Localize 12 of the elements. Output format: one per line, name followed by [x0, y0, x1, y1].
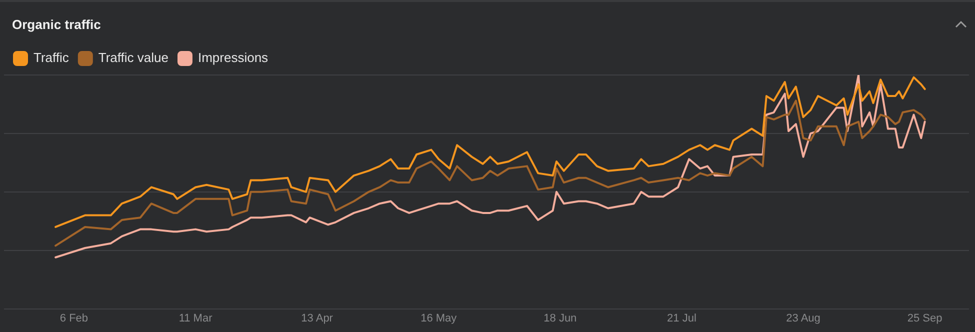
x-tick-label: 21 Jul: [667, 312, 696, 324]
legend-label: Impressions: [198, 50, 269, 66]
x-tick-label: 13 Apr: [301, 312, 334, 324]
x-tick-label: 11 Mar: [178, 312, 213, 324]
x-tick-label: 23 Aug: [786, 312, 820, 324]
x-tick-label: 16 May: [420, 312, 458, 324]
legend-label: Traffic: [34, 50, 70, 66]
chart-title: Organic traffic: [12, 17, 101, 32]
x-tick-label: 6 Feb: [60, 312, 88, 324]
legend-label: Traffic value: [98, 50, 168, 66]
x-tick-label: 18 Jun: [544, 312, 577, 324]
x-tick-label: 25 Sep: [907, 312, 942, 324]
